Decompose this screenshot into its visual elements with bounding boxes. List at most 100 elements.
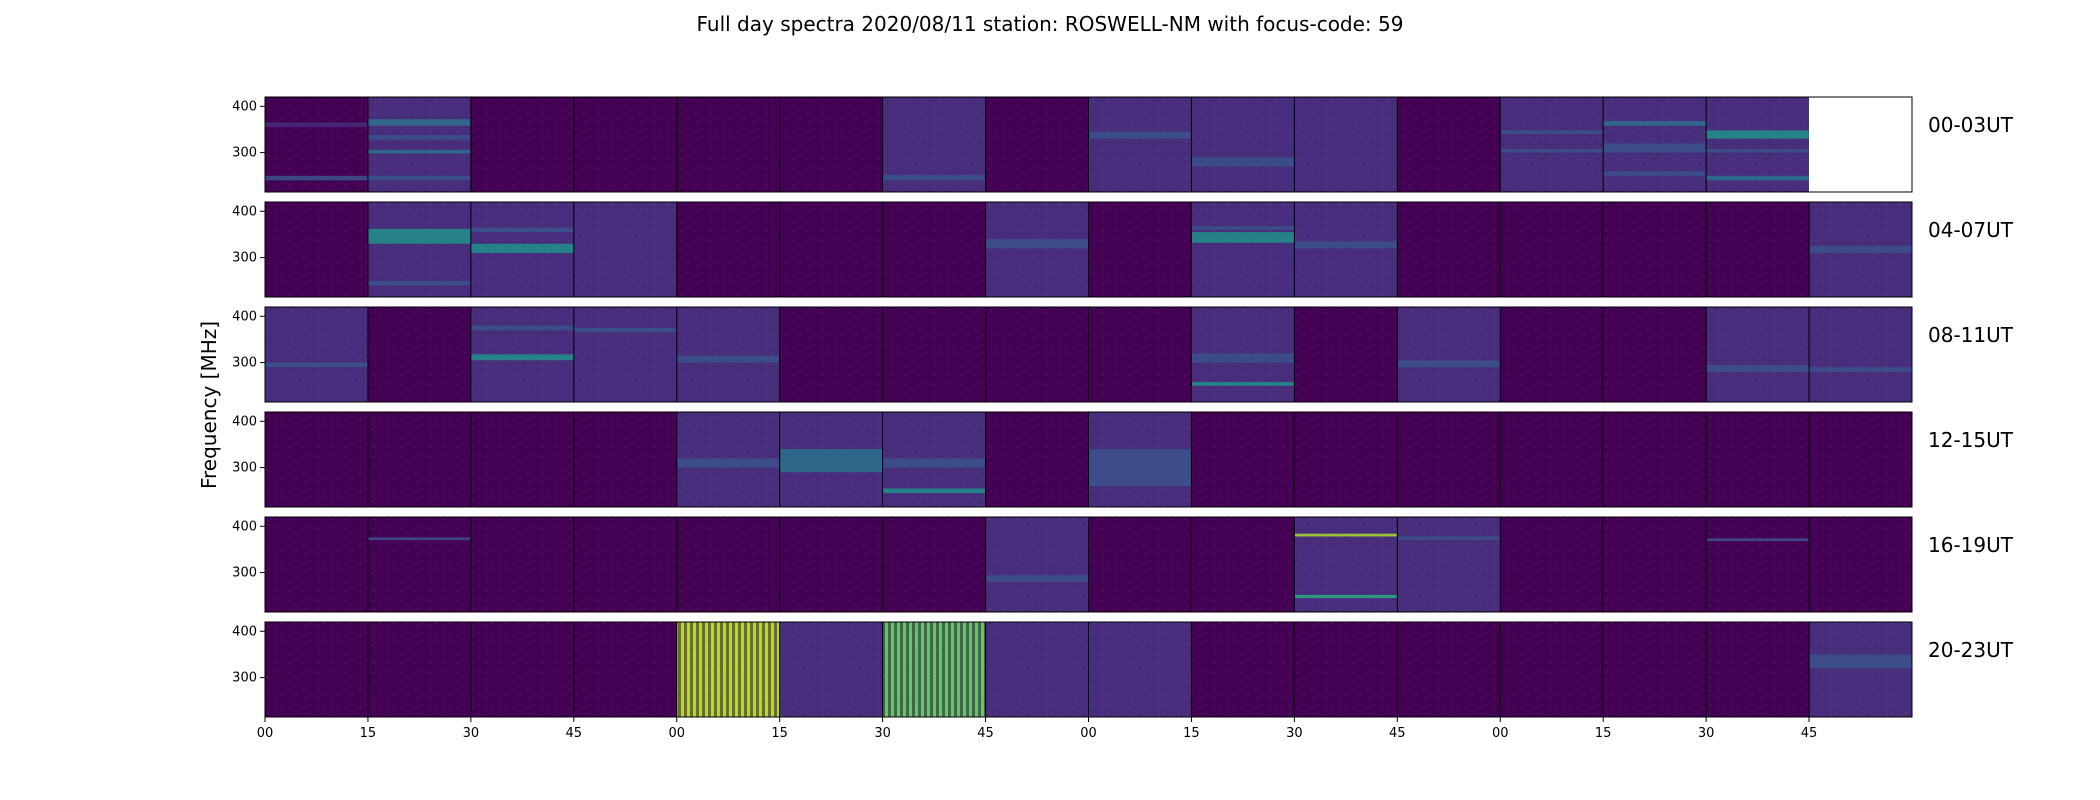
x-tick-label: 45 (1389, 726, 1406, 741)
spectrum-band (470, 243, 574, 253)
spectrum-band (1294, 241, 1398, 249)
spectrum-band (1706, 175, 1810, 181)
x-tick-label: 15 (360, 726, 377, 741)
noise-texture (367, 517, 471, 612)
y-tick-label: 400 (232, 414, 257, 429)
x-tick-label: 15 (1183, 726, 1200, 741)
spectrum-band (367, 119, 471, 126)
y-tick-label: 300 (232, 671, 257, 686)
spectra-row: 300 400 04-07UT (232, 201, 2014, 298)
noise-texture (1088, 622, 1192, 717)
row-label: 12-15UT (1928, 428, 2014, 452)
y-tick-label: 400 (232, 624, 257, 639)
noise-texture (1294, 202, 1398, 297)
row-label: 04-07UT (1928, 218, 2014, 242)
noise-texture (676, 517, 780, 612)
noise-texture (1809, 517, 1912, 612)
x-tick-label: 00 (257, 726, 274, 741)
spectrum-band (1809, 654, 1912, 669)
row-label: 16-19UT (1928, 533, 2014, 557)
y-tick-label: 300 (232, 461, 257, 476)
spectrum-band (676, 458, 780, 468)
spectrum-band (779, 449, 883, 473)
noise-texture (1603, 202, 1707, 297)
noise-texture (1706, 622, 1810, 717)
y-tick-label: 300 (232, 356, 257, 371)
noise-texture (1500, 517, 1604, 612)
noise-texture (265, 517, 368, 612)
spectrum-band (1397, 360, 1501, 368)
noise-texture (1397, 97, 1501, 192)
noise-texture (779, 517, 883, 612)
spectrum-band (573, 327, 677, 333)
noise-texture (1809, 412, 1912, 507)
spectrum-band (1603, 121, 1707, 126)
noise-texture (779, 97, 883, 192)
spectrum-band (882, 458, 986, 468)
noise-texture (1809, 307, 1912, 402)
y-tick-label: 300 (232, 146, 257, 161)
noise-texture (1397, 622, 1501, 717)
noise-texture (1603, 412, 1707, 507)
y-axis-label: Frequency [MHz] (197, 321, 221, 489)
noise-texture (985, 412, 1089, 507)
noise-texture (676, 202, 780, 297)
spectrum-band (367, 537, 471, 541)
x-tick-label: 45 (566, 726, 583, 741)
noise-texture (1809, 622, 1912, 717)
spectrum-band (265, 122, 368, 128)
noise-texture (470, 412, 574, 507)
spectra-row: 300 400 00-03UT (232, 96, 2014, 193)
row-frame (264, 411, 1913, 508)
noise-texture (1706, 202, 1810, 297)
noise-texture (367, 307, 471, 402)
chart-title: Full day spectra 2020/08/11 station: ROS… (697, 12, 1404, 36)
spectrum-band (1500, 148, 1604, 153)
y-tick-label: 400 (232, 309, 257, 324)
noise-texture (1500, 622, 1604, 717)
noise-texture (573, 97, 677, 192)
noise-texture (470, 517, 574, 612)
spectrum-band (985, 239, 1089, 249)
spectrum-band (367, 280, 471, 286)
spectra-row: 300 400 20-23UT (232, 621, 2014, 718)
spectrum-band (367, 228, 471, 244)
noise-texture (265, 412, 368, 507)
noise-texture (573, 622, 677, 717)
noise-texture (882, 517, 986, 612)
noise-texture (1397, 202, 1501, 297)
burst-stripes (882, 622, 986, 717)
x-tick-label: 30 (1286, 726, 1303, 741)
y-tick-label: 400 (232, 519, 257, 534)
noise-texture (367, 412, 471, 507)
spectrum-band (882, 174, 986, 181)
spectrum-band (1706, 364, 1810, 372)
spectra-row: 300 400 08-11UT (232, 306, 2014, 403)
x-tick-label: 30 (874, 726, 891, 741)
spectrum-band (1088, 152, 1192, 158)
noise-texture (573, 517, 677, 612)
spectrum-band (985, 574, 1089, 582)
spectrum-band (1088, 449, 1192, 487)
spectrum-band (1294, 533, 1398, 537)
rows-layer: 30040000-03UT30040004-07UT30040008-11UT3… (232, 96, 2014, 718)
noise-texture (1397, 517, 1501, 612)
row-label: 00-03UT (1928, 113, 2014, 137)
noise-texture (1088, 202, 1192, 297)
noise-texture (779, 307, 883, 402)
noise-texture (1191, 412, 1295, 507)
spectrum-band (265, 362, 368, 368)
spectrum-band (1294, 594, 1398, 599)
x-tick-label: 15 (1595, 726, 1612, 741)
noise-texture (985, 307, 1089, 402)
noise-texture (1191, 622, 1295, 717)
noise-texture (779, 202, 883, 297)
noise-texture (1294, 412, 1398, 507)
x-tick-label: 30 (463, 726, 480, 741)
noise-texture (1397, 307, 1501, 402)
noise-texture (1706, 517, 1810, 612)
x-axis: 00 15 30 45 00 15 30 45 00 15 30 45 00 15 30 45 (257, 717, 1817, 741)
noise-texture (1191, 517, 1295, 612)
noise-texture (1603, 517, 1707, 612)
